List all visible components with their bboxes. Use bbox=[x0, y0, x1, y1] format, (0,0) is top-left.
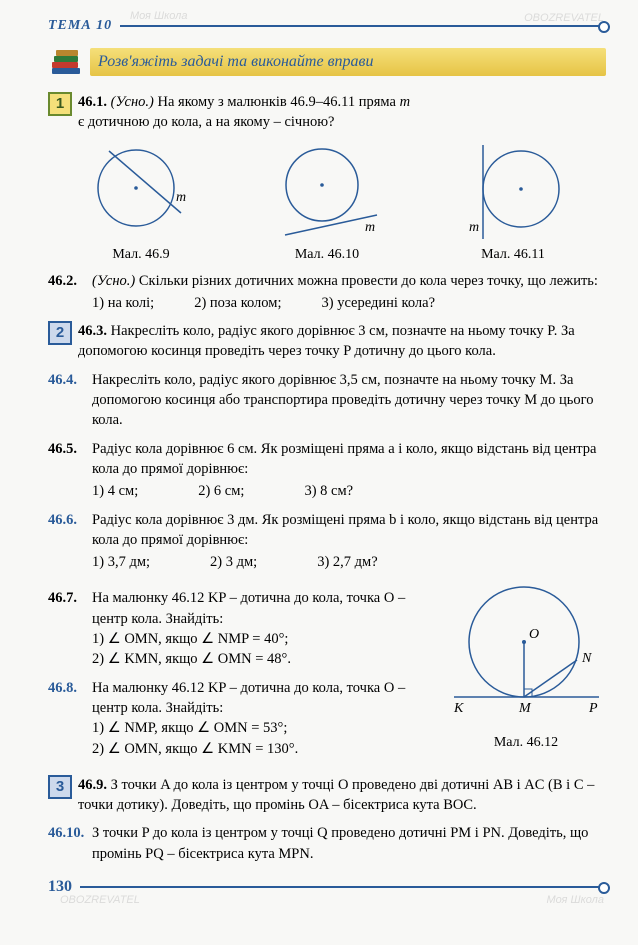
problem-46-8: 46.8. На малюнку 46.12 KP – дотична до к… bbox=[48, 678, 434, 759]
footer-divider bbox=[80, 886, 606, 888]
figure-46-9: m Мал. 46.9 bbox=[81, 143, 201, 263]
section-title: Розв'яжіть задачі та виконайте вправи bbox=[98, 53, 373, 71]
fig-caption: Мал. 46.11 bbox=[453, 247, 573, 263]
line1: 1) ∠ NMP, якщо ∠ OMN = 53°; bbox=[92, 720, 287, 736]
opt2: 2) 6 см; bbox=[198, 481, 244, 501]
usno: (Усно.) bbox=[111, 94, 154, 110]
problem-text: Накресліть коло, радіус якого дорівнює 3… bbox=[92, 372, 593, 429]
watermark: Моя Школа bbox=[130, 10, 188, 22]
opt2: 2) поза колом; bbox=[194, 293, 281, 313]
opt1: 1) 4 см; bbox=[92, 481, 138, 501]
problems-46-7-8-block: 46.7. На малюнку 46.12 KP – дотична до к… bbox=[48, 580, 606, 766]
problem-46-5: 46.5. Радіус кола дорівнює 6 см. Як розм… bbox=[48, 439, 606, 502]
tema-label: ТЕМА 10 bbox=[48, 18, 112, 34]
problem-46-6: 46.6. Радіус кола дорівнює 3 дм. Як розм… bbox=[48, 510, 606, 573]
problem-46-2: 46.2. (Усно.) Скільки різних дотичних мо… bbox=[48, 271, 606, 314]
figure-46-10: m Мал. 46.10 bbox=[267, 143, 387, 263]
problem-number: 46.2. bbox=[48, 271, 92, 291]
problem-text-2: є дотичною до кола, а на якому – січною? bbox=[78, 114, 334, 130]
watermark: OBOZREVATEL bbox=[60, 894, 140, 906]
problem-text: Скільки різних дотичних можна провести д… bbox=[135, 273, 598, 289]
problem-number: 46.6. bbox=[48, 510, 92, 530]
line2: 2) ∠ KMN, якщо ∠ OMN = 48°. bbox=[92, 651, 291, 667]
problem-number: 46.1. bbox=[78, 94, 107, 110]
problem-number: 46.5. bbox=[48, 439, 92, 459]
problem-46-7: 46.7. На малюнку 46.12 KP – дотична до к… bbox=[48, 588, 434, 669]
problem-text: З точки A до кола із центром у точці O п… bbox=[78, 777, 594, 813]
opt2: 2) 3 дм; bbox=[210, 552, 257, 572]
problem-text: На малюнку 46.12 KP – дотична до кола, т… bbox=[92, 590, 405, 626]
problem-number: 46.4. bbox=[48, 370, 92, 390]
problem-text: Накресліть коло, радіус якого дорівнює 3… bbox=[78, 323, 575, 359]
fig-caption: Мал. 46.10 bbox=[267, 247, 387, 263]
line1: 1) ∠ OMN, якщо ∠ NMP = 40°; bbox=[92, 631, 288, 647]
header-divider bbox=[120, 25, 606, 27]
problem-number: 46.7. bbox=[48, 588, 92, 608]
problem-46-9: 3 46.9. З точки A до кола із центром у т… bbox=[48, 775, 606, 816]
svg-text:P: P bbox=[588, 701, 598, 716]
problem-text: Радіус кола дорівнює 3 дм. Як розміщені … bbox=[92, 512, 598, 548]
svg-text:O: O bbox=[529, 627, 539, 642]
figures-row-1: m Мал. 46.9 m Мал. 46.10 m Мал. 46.11 bbox=[48, 143, 606, 263]
problem-number: 46.3. bbox=[78, 323, 107, 339]
svg-text:m: m bbox=[176, 190, 186, 205]
problem-46-1: 1 46.1. (Усно.) На якому з малюнків 46.9… bbox=[48, 92, 606, 133]
books-icon bbox=[48, 44, 84, 80]
line2: 2) ∠ OMN, якщо ∠ KMN = 130°. bbox=[92, 741, 298, 757]
watermark: OBOZREVATEL bbox=[524, 12, 604, 24]
problem-number: 46.8. bbox=[48, 678, 92, 698]
opt3: 3) 8 см? bbox=[304, 481, 353, 501]
usno: (Усно.) bbox=[92, 273, 135, 289]
problem-text: На малюнку 46.12 KP – дотична до кола, т… bbox=[92, 680, 405, 716]
fig-caption: Мал. 46.12 bbox=[446, 735, 606, 751]
var-m: m bbox=[400, 94, 410, 110]
level-3-marker: 3 bbox=[48, 775, 72, 799]
section-header: Розв'яжіть задачі та виконайте вправи bbox=[48, 44, 606, 80]
opt3: 3) усередині кола? bbox=[321, 293, 435, 313]
opt1: 1) 3,7 дм; bbox=[92, 552, 150, 572]
watermark: Моя Школа bbox=[547, 894, 605, 906]
problem-46-10: 46.10. З точки P до кола із центром у то… bbox=[48, 823, 606, 864]
svg-text:M: M bbox=[518, 701, 532, 716]
svg-text:N: N bbox=[581, 651, 592, 666]
figure-46-11: m Мал. 46.11 bbox=[453, 143, 573, 263]
svg-text:m: m bbox=[469, 220, 479, 235]
level-2-marker: 2 bbox=[48, 321, 72, 345]
fig-caption: Мал. 46.9 bbox=[81, 247, 201, 263]
level-1-marker: 1 bbox=[48, 92, 72, 116]
problem-number: 46.10. bbox=[48, 823, 92, 843]
problem-text: Радіус кола дорівнює 6 см. Як розміщені … bbox=[92, 441, 596, 477]
problem-text: На якому з малюнків 46.9–46.11 пряма bbox=[154, 94, 400, 110]
svg-text:K: K bbox=[453, 701, 464, 716]
problem-46-4: 46.4. Накресліть коло, радіус якого дорі… bbox=[48, 370, 606, 431]
figure-46-12: O N K M P Мал. 46.12 bbox=[446, 580, 606, 751]
opt1: 1) на колі; bbox=[92, 293, 154, 313]
problem-number: 46.9. bbox=[78, 777, 107, 793]
problem-text: З точки P до кола із центром у точці Q п… bbox=[92, 825, 588, 861]
opt3: 3) 2,7 дм? bbox=[317, 552, 377, 572]
problem-46-3: 2 46.3. Накресліть коло, радіус якого до… bbox=[48, 321, 606, 362]
svg-text:m: m bbox=[365, 220, 375, 235]
